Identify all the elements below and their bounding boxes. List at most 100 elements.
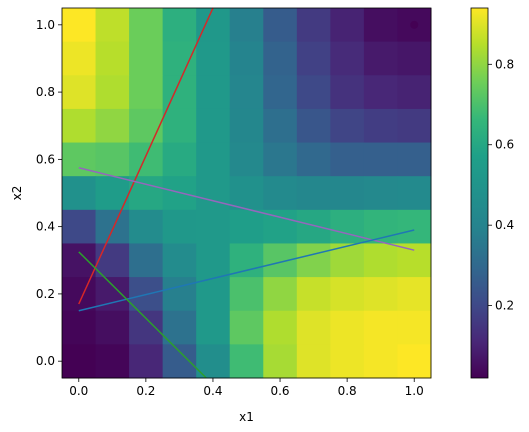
heatmap-cell — [229, 344, 264, 379]
heatmap-cell — [95, 8, 130, 43]
heatmap-cell — [296, 243, 331, 278]
heatmap-cell — [263, 310, 298, 345]
heatmap-cell — [196, 243, 231, 278]
heatmap-cell — [62, 142, 97, 177]
heatmap-cell — [196, 277, 231, 312]
heatmap-cell — [62, 8, 97, 43]
heatmap-cell — [62, 75, 97, 110]
heatmap-cell — [162, 277, 197, 312]
heatmap-cell — [263, 277, 298, 312]
heatmap-cell — [263, 209, 298, 244]
line-series-4 — [78, 251, 207, 379]
heatmap-cell — [296, 277, 331, 312]
heatmap-cell — [196, 41, 231, 76]
line-series-group — [78, 7, 415, 379]
heatmap-cell — [62, 310, 97, 345]
x-tick-label: 0.4 — [203, 384, 222, 398]
heatmap-cell — [229, 209, 264, 244]
heatmap-cell — [196, 176, 231, 211]
heatmap-cell — [196, 75, 231, 110]
colorbar — [470, 7, 489, 379]
heatmap-cell — [162, 41, 197, 76]
x-tick-label: 1.0 — [405, 384, 424, 398]
heatmap-cell — [397, 310, 432, 345]
plot-frame — [61, 7, 432, 379]
heatmap-cell — [229, 8, 264, 43]
x-tick-label: 0.8 — [338, 384, 357, 398]
heatmap-cell — [129, 41, 164, 76]
heatmap-cell — [330, 310, 365, 345]
heatmap-cell — [296, 8, 331, 43]
heatmap-cell — [263, 75, 298, 110]
heatmap-cell — [129, 209, 164, 244]
heatmap-cell — [162, 243, 197, 278]
heatmap-cell — [95, 243, 130, 278]
heatmap-cell — [129, 8, 164, 43]
heatmap-cell — [397, 243, 432, 278]
heatmap-cell — [263, 8, 298, 43]
y-tick-label: 1.0 — [36, 18, 55, 32]
heatmap-cell — [296, 176, 331, 211]
heatmap-cell — [263, 243, 298, 278]
heatmap-cell — [363, 243, 398, 278]
heatmap-cell — [129, 75, 164, 110]
heatmap-cell — [129, 310, 164, 345]
heatmap-cell — [229, 75, 264, 110]
heatmap-cell — [162, 344, 197, 379]
heatmap-cell — [196, 8, 231, 43]
heatmap-cell — [162, 209, 197, 244]
heatmap-cell — [397, 344, 432, 379]
heatmap-cell — [296, 310, 331, 345]
heatmap-cell — [363, 75, 398, 110]
line-series-2 — [78, 167, 415, 251]
heatmap-cell — [95, 41, 130, 76]
heatmap-cell — [330, 41, 365, 76]
colorbar-tick-label: 0.4 — [495, 218, 514, 232]
heatmap-cell — [397, 108, 432, 144]
y-axis-ticks: 0.0 0.2 0.4 0.6 0.8 1.0 — [36, 18, 62, 368]
colorbar-tick-label: 0.2 — [495, 299, 514, 313]
heatmap-cell — [62, 209, 97, 244]
heatmap-cell — [62, 108, 97, 144]
heatmap-cell — [296, 41, 331, 76]
line-series-1 — [78, 7, 214, 305]
heatmap-cell — [263, 108, 298, 144]
heatmap-cell — [363, 108, 398, 144]
heatmap-cell — [296, 108, 331, 144]
heatmap-cell — [229, 243, 264, 278]
heatmap-cell — [62, 243, 97, 278]
heatmap-cell — [196, 209, 231, 244]
x-axis-label: x1 — [239, 410, 254, 424]
heatmap-cell — [129, 243, 164, 278]
heatmap-cell — [95, 75, 130, 110]
heatmap-cell — [162, 142, 197, 177]
heatmap-cell — [162, 310, 197, 345]
heatmap-cell — [363, 277, 398, 312]
heatmap-cell — [95, 176, 130, 211]
heatmap-cell — [397, 277, 432, 312]
heatmap-cell — [330, 142, 365, 177]
heatmap-cell — [129, 344, 164, 379]
x-tick-label: 0.2 — [136, 384, 155, 398]
heatmap-cell — [229, 142, 264, 177]
heatmap-cell — [296, 142, 331, 177]
heatmap-cell — [397, 209, 432, 244]
heatmap-cell — [129, 142, 164, 177]
heatmap-cell — [263, 344, 298, 379]
heatmap-cell — [229, 176, 264, 211]
heatmap-cell — [363, 41, 398, 76]
heatmap-cell — [162, 8, 197, 43]
heatmap-cell — [196, 108, 231, 144]
heatmap-cell — [263, 41, 298, 76]
data-point — [410, 20, 419, 29]
heatmap-cell — [330, 209, 365, 244]
colorbar-tick-label: 0.6 — [495, 138, 514, 152]
heatmap-cell — [296, 75, 331, 110]
x-tick-label: 0.6 — [270, 384, 289, 398]
heatmap-cell — [330, 108, 365, 144]
heatmap-cell — [95, 344, 130, 379]
heatmap-cell — [397, 75, 432, 110]
heatmap-cell — [363, 176, 398, 211]
y-tick-label: 0.2 — [36, 287, 55, 301]
